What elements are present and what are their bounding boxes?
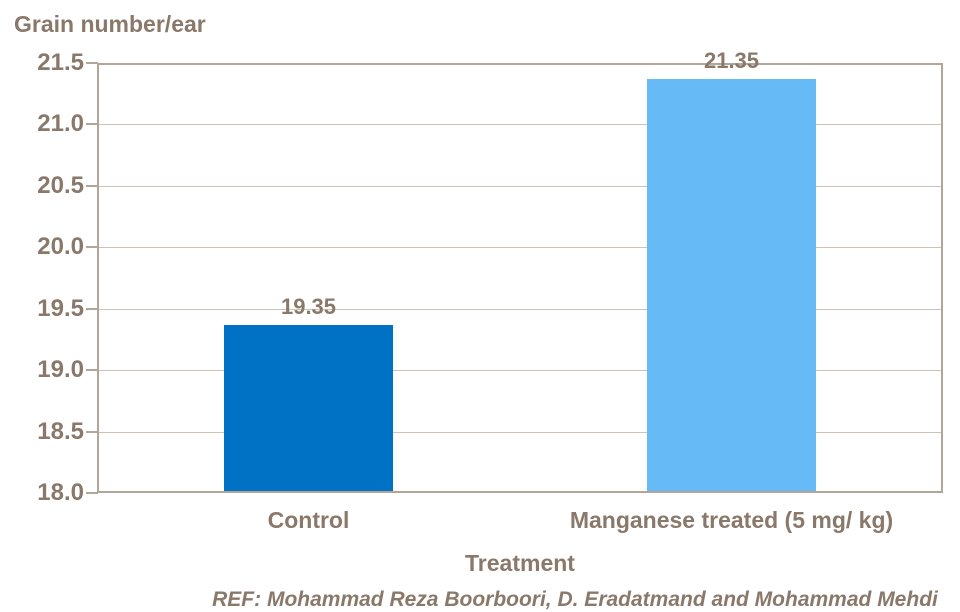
y-tick-mark [86,430,98,433]
y-tick-label: 19.5 [37,294,84,322]
gridline [99,308,941,310]
chart-title: Grain number/ear [14,11,206,37]
gridline [99,247,941,249]
y-tick-mark [86,307,98,310]
y-tick-label: 20.5 [37,171,84,199]
plot-area [97,63,943,493]
y-tick-mark [86,492,98,494]
gridline [99,185,941,187]
gridline [99,370,941,372]
category-label: Control [267,507,350,533]
y-tick-mark [86,123,98,126]
y-tick-label: 21.0 [37,110,84,138]
y-tick-label: 18.5 [37,417,84,445]
bar-control [224,325,393,491]
gridline [99,124,941,126]
y-tick-label: 18.0 [37,479,84,506]
y-tick-mark [86,184,98,187]
bar-value-label: 19.35 [280,294,337,320]
reference-text: REF: Mohammad Reza Boorboori, D. Eradatm… [212,588,938,611]
category-label: Manganese treated (5 mg/ kg) [569,507,894,533]
x-axis-title: Treatment [465,550,575,576]
y-tick-label: 21.5 [37,49,84,76]
y-tick-label: 20.0 [37,233,84,261]
bar-value-label: 21.35 [703,48,760,74]
y-tick-mark [86,246,98,249]
y-tick-mark [86,369,98,372]
y-tick-mark [86,62,98,64]
y-tick-label: 19.0 [37,356,84,384]
gridline [99,431,941,433]
bar-manganese-treated-5-mg-kg [647,79,816,491]
